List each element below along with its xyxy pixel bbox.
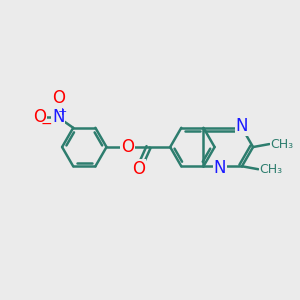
Text: O: O	[121, 138, 134, 156]
Text: +: +	[58, 107, 67, 117]
Text: N: N	[236, 117, 248, 135]
Text: O: O	[132, 160, 145, 178]
Text: O: O	[34, 108, 46, 126]
Text: CH₃: CH₃	[259, 163, 282, 176]
Text: O: O	[52, 89, 65, 107]
Text: CH₃: CH₃	[270, 138, 293, 151]
Text: N: N	[52, 108, 64, 126]
Text: N: N	[214, 159, 226, 177]
Text: −: −	[41, 116, 52, 130]
